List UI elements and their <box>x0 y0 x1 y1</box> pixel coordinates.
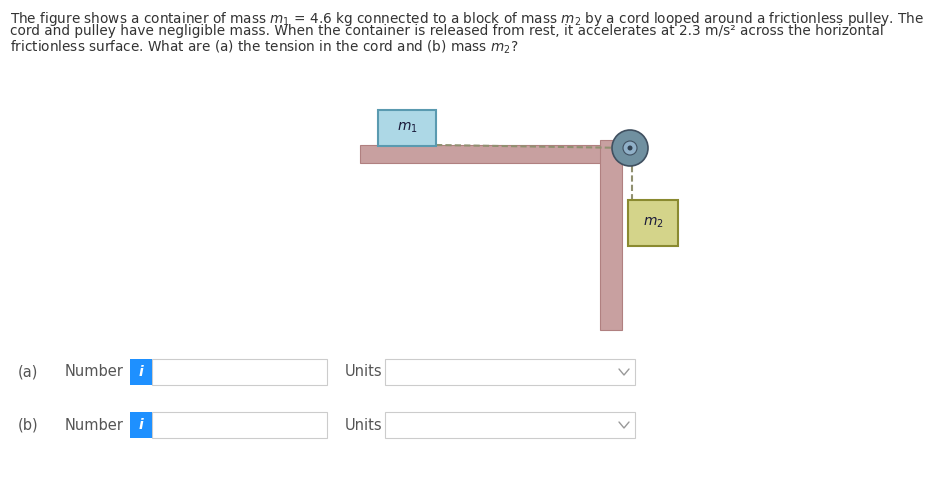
Text: i: i <box>139 418 144 432</box>
Bar <box>130 412 152 438</box>
Bar <box>152 412 327 438</box>
Text: $m_2$: $m_2$ <box>643 216 663 230</box>
Bar <box>378 110 436 146</box>
Text: i: i <box>139 365 144 379</box>
Text: Number: Number <box>65 417 124 432</box>
Circle shape <box>612 130 648 166</box>
Bar <box>152 359 327 385</box>
Text: (b): (b) <box>18 417 38 432</box>
Text: (a): (a) <box>18 364 38 379</box>
Bar <box>600 140 622 330</box>
Text: cord and pulley have negligible mass. When the container is released from rest, : cord and pulley have negligible mass. Wh… <box>10 25 884 39</box>
Text: Units: Units <box>345 417 383 432</box>
Bar <box>385 412 635 438</box>
Text: Units: Units <box>345 364 383 379</box>
Bar <box>130 359 152 385</box>
Bar <box>385 359 635 385</box>
Text: The figure shows a container of mass $m_1$ = 4.6 kg connected to a block of mass: The figure shows a container of mass $m_… <box>10 10 924 28</box>
Bar <box>360 145 620 163</box>
Circle shape <box>623 141 637 155</box>
Text: Number: Number <box>65 364 124 379</box>
Text: $m_1$: $m_1$ <box>397 121 417 135</box>
Circle shape <box>628 146 632 150</box>
Bar <box>628 200 678 246</box>
Text: frictionless surface. What are (a) the tension in the cord and (b) mass $m_2$?: frictionless surface. What are (a) the t… <box>10 39 519 56</box>
